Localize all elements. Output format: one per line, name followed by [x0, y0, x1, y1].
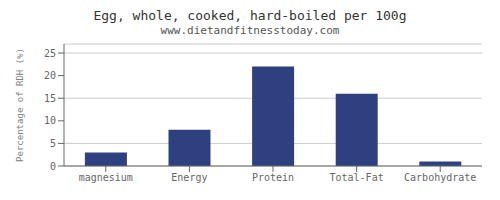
svg-text:Percentage of RDH (%): Percentage of RDH (%): [15, 48, 25, 162]
html-text:Egg, whole, cooked, hard-boile: Egg, whole, cooked, hard-boiled per 100g: [93, 8, 407, 23]
svg-text:0: 0: [50, 161, 56, 172]
svg-text:Total-Fat: Total-Fat: [330, 172, 384, 183]
svg-text:5: 5: [50, 138, 56, 149]
svg-text:25: 25: [44, 48, 56, 59]
svg-text:10: 10: [44, 115, 56, 126]
svg-text:20: 20: [44, 70, 56, 81]
svg-text:15: 15: [44, 93, 56, 104]
svg-text:Carbohydrate: Carbohydrate: [404, 172, 476, 183]
svg-text:Protein: Protein: [252, 172, 294, 183]
svg-text:Energy: Energy: [171, 172, 207, 183]
html-text:www.dietandfitnesstoday.com: www.dietandfitnesstoday.com: [160, 24, 340, 37]
svg-text:magnesium: magnesium: [79, 172, 133, 183]
